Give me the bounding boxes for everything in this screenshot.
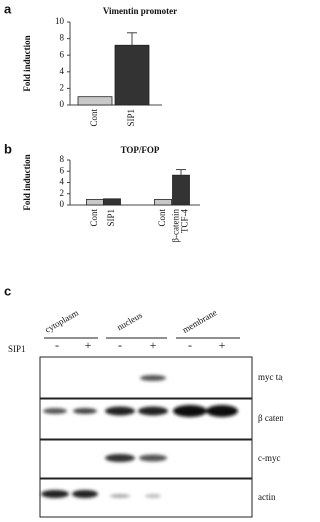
y-tick-label: 8: [60, 33, 65, 43]
y-axis-label: Fold induction: [22, 154, 32, 210]
y-tick-label: 0: [60, 99, 65, 109]
panel-label: a: [4, 1, 12, 16]
y-tick-label: 6: [60, 165, 65, 175]
band-label: actin: [258, 492, 276, 502]
chart-title: Vimentin promoter: [103, 6, 177, 16]
blot-panel: [39, 356, 253, 518]
band-label: myc tag: [258, 372, 283, 382]
lane-sign: -: [188, 338, 192, 352]
y-tick-label: 4: [60, 177, 65, 187]
fraction-label: membrane: [181, 307, 219, 335]
x-tick-label: SIP1: [126, 109, 136, 127]
bar: [77, 96, 113, 106]
y-tick-label: 8: [60, 154, 65, 164]
row-label: SIP1: [8, 344, 26, 354]
panel-label: c: [4, 283, 11, 298]
x-tick-label: Cont: [89, 109, 99, 127]
bar: [172, 174, 190, 206]
chart-title: TOP/FOP: [121, 145, 160, 155]
lane-sign: -: [55, 338, 59, 352]
fraction-label: nucleus: [115, 310, 144, 333]
x-tick-label: SIP1: [106, 209, 116, 227]
y-tick-label: 2: [60, 188, 65, 198]
y-tick-label: 4: [60, 66, 65, 76]
blot-bands: [41, 375, 238, 498]
lane-sign: +: [219, 338, 226, 352]
y-axis-label: Fold induction: [22, 35, 32, 91]
band-label: β catenin: [258, 413, 283, 423]
x-tick-label: β-cateninTCF-4: [171, 209, 190, 243]
x-tick-label: Cont: [157, 209, 167, 227]
lane-sign: -: [118, 338, 122, 352]
band-label: c-myc: [258, 453, 281, 463]
x-tick-label: Cont: [89, 209, 99, 227]
panel-label: b: [4, 141, 12, 156]
y-tick-label: 10: [55, 16, 65, 26]
bar: [103, 198, 121, 206]
lane-sign: +: [85, 338, 92, 352]
y-tick-label: 6: [60, 49, 65, 59]
lane-sign: +: [150, 338, 157, 352]
bar: [154, 198, 172, 206]
bar: [86, 198, 104, 206]
fraction-label: cytoplasm: [43, 308, 80, 335]
y-tick-label: 2: [60, 82, 65, 92]
y-tick-label: 0: [60, 199, 65, 209]
bar: [114, 44, 150, 106]
